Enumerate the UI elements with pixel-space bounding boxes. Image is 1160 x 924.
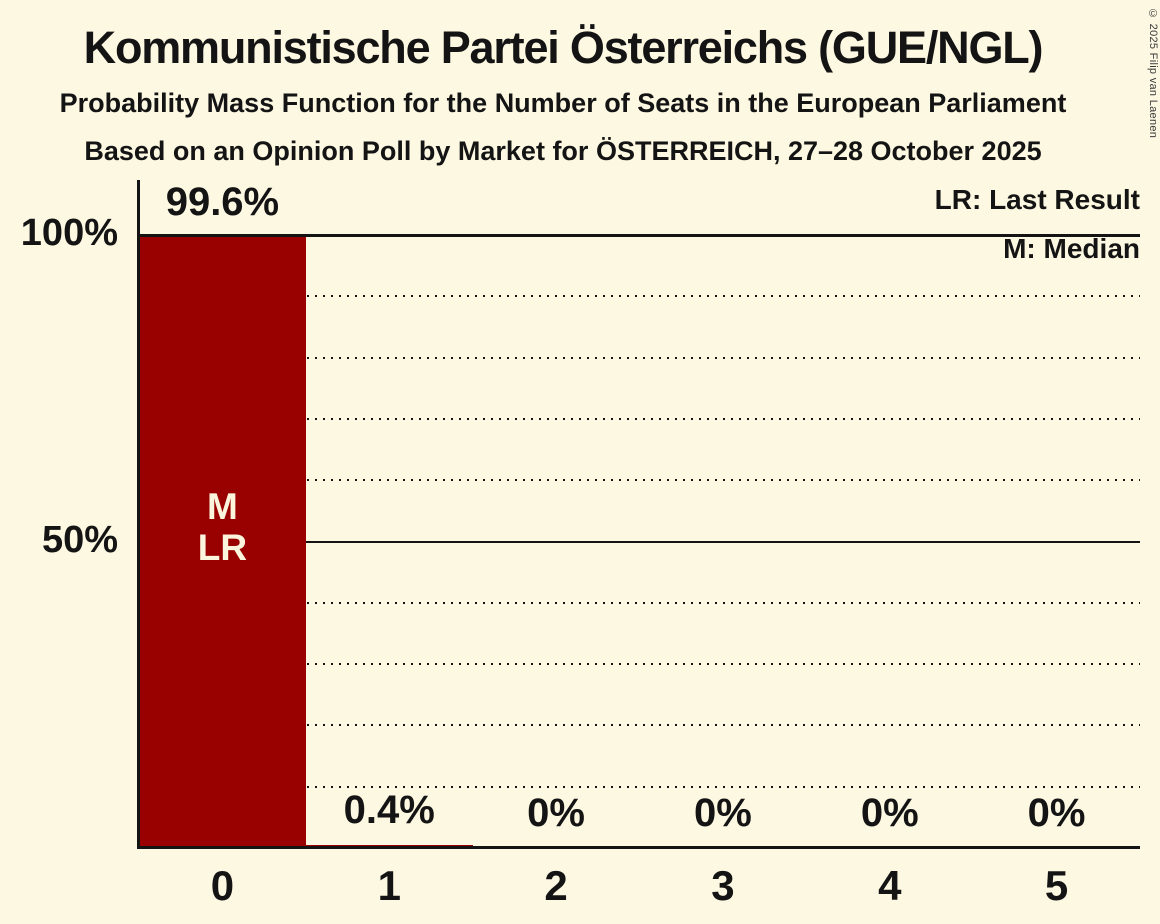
x-tick-label-5: 5 xyxy=(1044,862,1069,909)
legend-median: M: Median xyxy=(1003,233,1140,264)
gridline-dotted-10 xyxy=(139,785,1140,788)
gridline-dotted-30 xyxy=(139,663,1140,666)
bar-seats-0 xyxy=(139,237,306,848)
gridline-solid-50 xyxy=(139,540,1140,543)
bar-annotation-median-last-result: M LR xyxy=(197,486,248,568)
chart-source-line: Based on an Opinion Poll by Market for Ö… xyxy=(84,136,1042,166)
x-tick-label-1: 1 xyxy=(377,862,401,909)
value-label-seats-1: 0.4% xyxy=(343,788,435,832)
x-tick-label-2: 2 xyxy=(544,862,568,909)
gridline-dotted-40 xyxy=(139,601,1140,604)
gridline-dotted-20 xyxy=(139,724,1140,727)
y-axis-line xyxy=(137,180,140,849)
y-tick-label-50: 50% xyxy=(41,518,118,561)
x-tick-label-3: 3 xyxy=(711,862,735,909)
legend-last-result: LR: Last Result xyxy=(934,184,1140,215)
y-tick-label-100: 100% xyxy=(20,212,118,254)
value-label-seats-2: 0% xyxy=(527,791,585,835)
x-tick-label-0: 0 xyxy=(210,862,235,909)
gridline-dotted-80 xyxy=(139,356,1140,359)
x-axis-line xyxy=(137,846,1140,849)
gridline-dotted-60 xyxy=(139,479,1140,482)
x-tick-label-4: 4 xyxy=(878,862,902,909)
value-label-seats-4: 0% xyxy=(860,791,919,835)
chart-title: Kommunistische Partei Österreichs (GUE/N… xyxy=(83,22,1044,73)
value-label-seats-3: 0% xyxy=(694,791,752,835)
copyright-notice: © 2025 Filip van Laenen xyxy=(1147,8,1159,139)
value-label-seats-5: 0% xyxy=(1027,791,1086,835)
gridline-dotted-90 xyxy=(139,295,1140,298)
gridline-dotted-70 xyxy=(139,417,1140,420)
chart-subtitle: Probability Mass Function for the Number… xyxy=(59,88,1067,118)
gridline-solid-100 xyxy=(139,234,1140,237)
value-label-seats-0: 99.6% xyxy=(165,180,280,225)
